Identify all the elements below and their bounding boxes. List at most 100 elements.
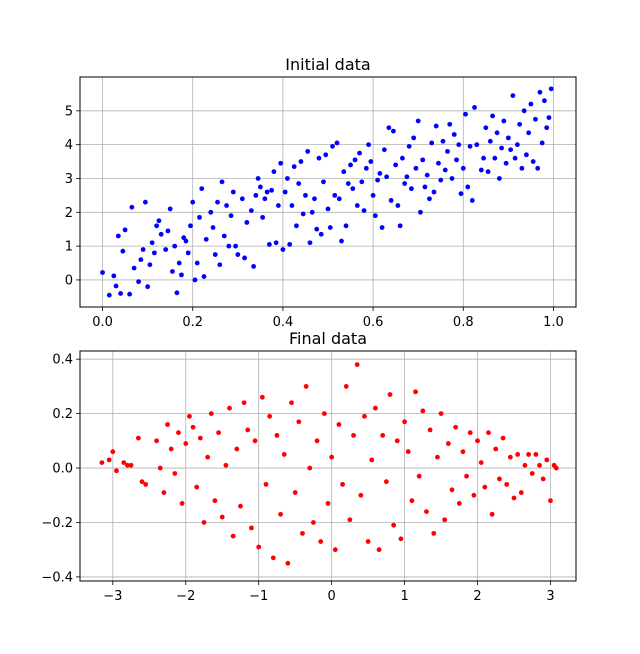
data-point — [223, 462, 229, 468]
data-point — [255, 176, 261, 181]
data-point — [296, 419, 302, 425]
data-point — [149, 240, 155, 246]
data-point — [456, 501, 462, 506]
data-point — [187, 413, 192, 419]
data-point — [314, 438, 320, 444]
data-point — [494, 130, 500, 136]
data-point — [416, 473, 422, 479]
data-point — [375, 177, 380, 183]
data-point — [165, 228, 171, 234]
data-point — [540, 476, 546, 482]
data-point — [131, 265, 137, 271]
x-tick-label: −3 — [103, 589, 122, 604]
data-point — [305, 149, 311, 154]
data-point — [427, 427, 433, 433]
data-point — [230, 533, 236, 539]
data-point — [384, 174, 390, 180]
data-point — [345, 181, 351, 186]
data-point — [474, 142, 480, 148]
data-point — [111, 273, 117, 279]
data-point — [212, 252, 218, 257]
data-point — [387, 392, 393, 397]
data-point — [368, 159, 374, 164]
data-point — [303, 192, 308, 198]
data-point — [216, 430, 221, 436]
x-tick-label: −1 — [249, 589, 268, 604]
data-point — [481, 155, 486, 161]
data-point — [454, 157, 459, 163]
data-point — [147, 262, 153, 268]
data-point — [400, 155, 405, 161]
data-point — [318, 231, 324, 237]
data-point — [210, 225, 216, 230]
data-point — [478, 167, 484, 173]
y-tick-label: 0.4 — [52, 353, 73, 368]
data-point — [482, 484, 488, 490]
data-point — [464, 473, 469, 479]
data-point — [327, 225, 333, 230]
data-point — [114, 468, 119, 474]
data-point — [442, 517, 448, 523]
data-point — [208, 209, 214, 215]
data-point — [526, 452, 531, 457]
data-point — [181, 235, 187, 241]
data-point — [235, 252, 241, 257]
data-point — [483, 125, 489, 131]
data-point — [373, 405, 378, 411]
data-point — [127, 291, 132, 297]
initial-data-chart: Initial data 0.0 0.2 0.4 0.6 0.8 1.0 0 1 2 3 4 5 — [65, 55, 577, 330]
data-point — [372, 213, 378, 219]
data-point — [539, 140, 545, 146]
data-point — [517, 121, 523, 127]
data-point — [260, 214, 266, 220]
data-point — [201, 520, 207, 525]
y-tick-label: −0.4 — [41, 570, 73, 585]
data-point — [122, 227, 128, 233]
data-point — [469, 198, 475, 203]
data-point — [197, 435, 203, 441]
data-point — [194, 484, 200, 490]
data-point — [354, 203, 360, 208]
data-point — [215, 199, 220, 205]
data-point — [289, 203, 295, 208]
data-point — [352, 157, 358, 163]
data-point — [276, 203, 281, 208]
data-point — [388, 198, 394, 203]
x-tick-label: 0.2 — [182, 315, 203, 330]
data-point — [271, 169, 277, 175]
data-point — [135, 435, 141, 441]
grid — [80, 77, 576, 307]
data-point — [110, 449, 116, 455]
data-point — [203, 236, 209, 242]
data-point — [458, 191, 464, 197]
data-point — [298, 159, 304, 164]
data-point — [445, 149, 450, 154]
data-point — [395, 203, 401, 208]
plot-frame — [79, 76, 577, 308]
data-point — [321, 179, 326, 185]
data-point — [267, 413, 273, 419]
data-point — [194, 260, 200, 266]
x-tick-label: 0 — [328, 589, 336, 604]
data-point — [190, 199, 196, 205]
data-point — [493, 446, 499, 452]
data-point — [377, 170, 383, 176]
data-point — [490, 113, 495, 119]
data-point — [514, 142, 520, 148]
data-point — [248, 208, 254, 214]
data-point — [343, 383, 349, 389]
data-point — [314, 226, 320, 232]
data-point — [438, 411, 444, 417]
data-point — [176, 430, 181, 436]
data-point — [453, 424, 459, 430]
data-point — [208, 411, 214, 417]
data-point — [332, 192, 338, 198]
data-point — [230, 189, 236, 195]
data-point — [167, 206, 173, 212]
data-point — [548, 498, 553, 504]
data-point — [185, 250, 191, 256]
data-point — [329, 454, 335, 460]
data-point — [170, 269, 175, 274]
data-point — [323, 152, 329, 158]
x-tick-label: 0.4 — [273, 315, 294, 330]
